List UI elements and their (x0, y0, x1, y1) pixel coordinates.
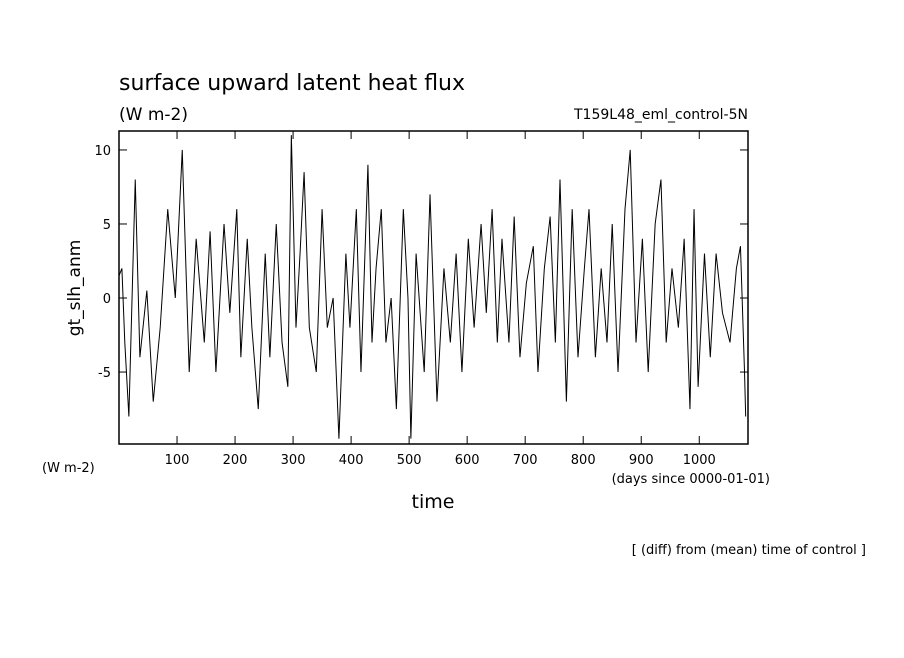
subtitle: (W m-2) (119, 105, 188, 125)
y-tick-label: 0 (103, 292, 111, 307)
x-tick-label: 100 (165, 453, 190, 468)
x-tick-label: 900 (629, 453, 654, 468)
x-tick-label: 800 (571, 453, 596, 468)
x-unit-label: (days since 0000-01-01) (612, 472, 770, 487)
plot-frame (118, 130, 749, 445)
y-unit-label: (W m-2) (42, 461, 95, 476)
y-tick-label: 5 (103, 218, 111, 233)
x-tick-label: 700 (513, 453, 538, 468)
chart-title: surface upward latent heat flux (119, 71, 465, 96)
y-tick-label: 10 (94, 144, 111, 159)
y-axis-label: gt_slh_anm (65, 240, 85, 337)
x-tick-label: 300 (281, 453, 306, 468)
run-label: T159L48_eml_control-5N (573, 107, 748, 123)
footnote: [ (diff) from (mean) time of control ] (632, 543, 866, 558)
x-tick-label: 600 (455, 453, 480, 468)
x-tick-label: 400 (339, 453, 364, 468)
x-tick-label: 200 (223, 453, 248, 468)
x-tick-label: 1000 (683, 453, 716, 468)
data-line (118, 135, 747, 439)
y-tick-label: -5 (98, 366, 111, 381)
x-tick-label: 500 (397, 453, 422, 468)
x-axis-label: time (412, 491, 455, 513)
